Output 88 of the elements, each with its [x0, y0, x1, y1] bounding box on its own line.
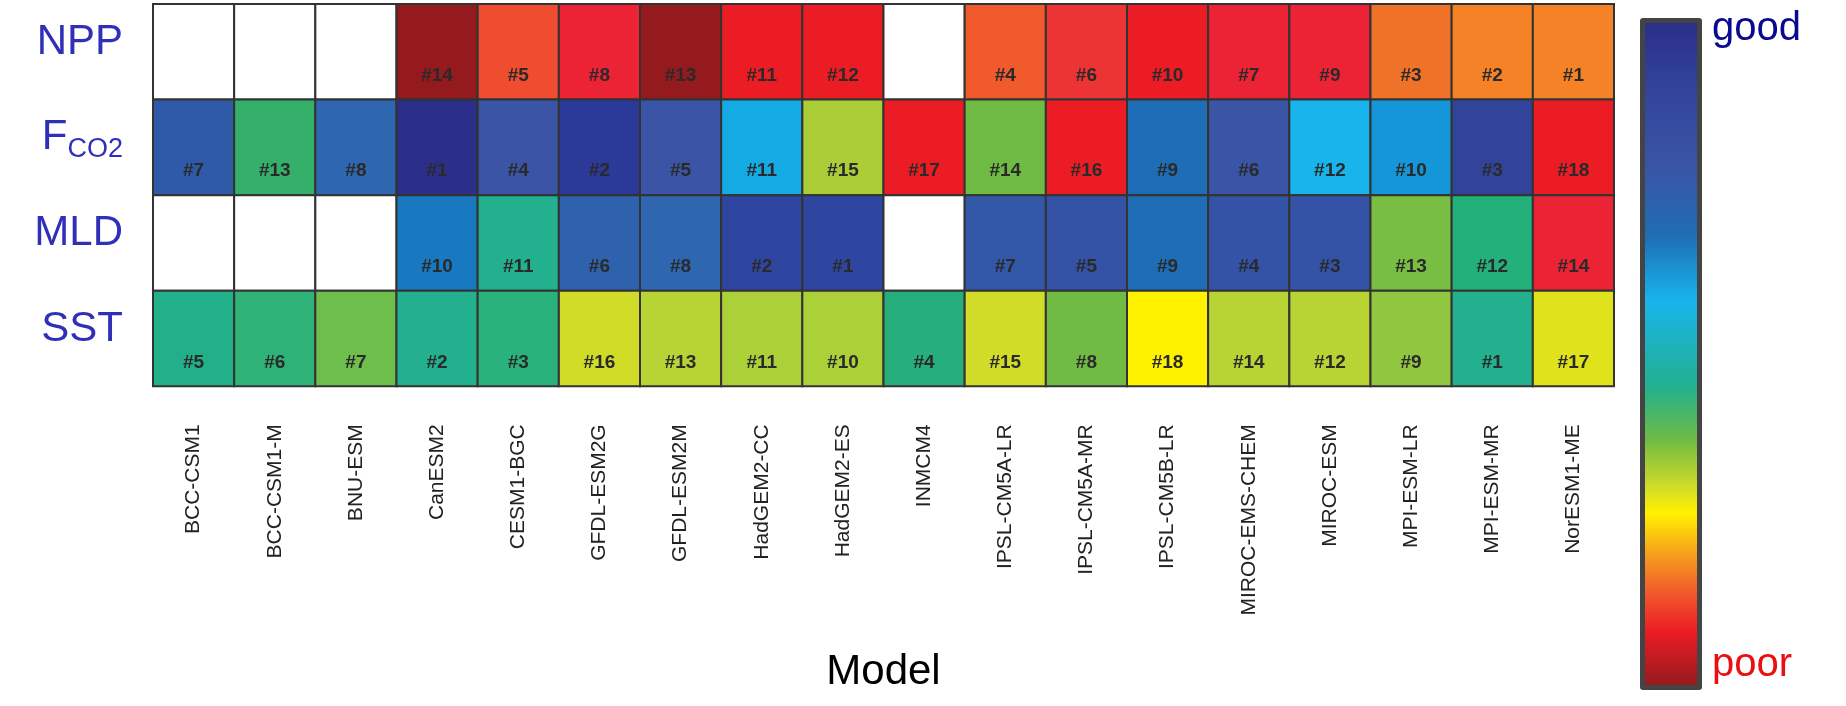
data-label: #1 — [1562, 63, 1585, 85]
data-label: #8 — [1075, 350, 1097, 372]
data-label: #3 — [507, 350, 529, 372]
data-label: #7 — [345, 350, 367, 372]
x-tick-label: BCC-CSM1 — [180, 424, 204, 534]
data-label: #6 — [1075, 63, 1097, 85]
data-label: #2 — [751, 255, 773, 277]
data-label: #9 — [1400, 350, 1422, 372]
data-label: #14 — [421, 63, 454, 85]
data-label: #7 — [1238, 63, 1260, 85]
data-label: #10 — [1151, 63, 1184, 85]
data-label: #11 — [746, 350, 778, 372]
y-tick-label: NPP — [36, 15, 123, 63]
data-label: #4 — [507, 159, 530, 181]
data-label: #12 — [1314, 159, 1346, 181]
data-label: #4 — [1238, 255, 1260, 277]
data-label: #9 — [1157, 255, 1179, 277]
y-tick-label: SST — [41, 302, 123, 350]
data-label: #9 — [1319, 63, 1341, 85]
data-label: #7 — [183, 159, 205, 181]
x-tick-label: MPI-ESM-LR — [1397, 424, 1421, 548]
data-label: #6 — [588, 255, 610, 277]
data-label: #1 — [1481, 350, 1504, 372]
x-tick-label: INMCM4 — [910, 423, 934, 508]
data-label: #14 — [989, 159, 1022, 181]
data-label: #15 — [989, 350, 1022, 372]
x-tick-label: HadGEM2-CC — [748, 424, 772, 560]
data-label: #5 — [507, 63, 530, 85]
x-tick-label: GFDL-ESM2G — [586, 424, 610, 561]
x-tick-label: NorESM1-ME — [1560, 424, 1584, 554]
data-label: #12 — [827, 63, 859, 85]
data-label: #11 — [746, 159, 778, 181]
x-tick-label: CanESM2 — [423, 424, 447, 520]
text: poor — [1712, 640, 1793, 685]
data-label: #18 — [1151, 350, 1184, 372]
data-label: #11 — [502, 255, 535, 277]
data-label: #17 — [908, 159, 940, 181]
data-label: #8 — [345, 159, 367, 181]
data-label: #15 — [827, 159, 860, 181]
data-label: #18 — [1557, 159, 1590, 181]
data-label: #4 — [913, 350, 936, 372]
data-label: #13 — [258, 159, 291, 181]
data-label: #12 — [1476, 255, 1509, 277]
x-tick-label: BCC-CSM1-M — [261, 424, 285, 559]
data-label: #10 — [1395, 159, 1427, 181]
data-label: #14 — [1557, 255, 1590, 277]
x-tick-label: MPI-ESM-MR — [1479, 424, 1503, 554]
x-axis-title: Model — [826, 646, 941, 694]
x-tick-label: MIROC-EMS-CHEM — [1235, 424, 1259, 616]
data-label: #1 — [426, 159, 449, 181]
data-label: #8 — [670, 255, 692, 277]
data-label: #4 — [994, 63, 1017, 85]
data-label: #3 — [1481, 159, 1503, 181]
data-label: #5 — [183, 350, 205, 372]
x-tick-label: HadGEM2-ES — [829, 424, 853, 558]
data-label: #9 — [1157, 159, 1179, 181]
x-tick-label: IPSL-CM5A-MR — [1073, 424, 1097, 575]
data-label: #8 — [588, 63, 610, 85]
data-label: #5 — [1075, 255, 1098, 277]
data-label: #10 — [827, 350, 859, 372]
data-label: #11 — [746, 63, 778, 85]
x-tick-label: IPSL-CM5B-LR — [1154, 424, 1178, 569]
data-label: #17 — [1557, 350, 1590, 372]
data-label: #2 — [588, 159, 610, 181]
data-label: #2 — [426, 350, 448, 372]
x-tick-label: MIROC-ESM — [1316, 424, 1340, 547]
data-label: #6 — [264, 350, 286, 372]
data-label: #2 — [1481, 63, 1503, 85]
x-tick-label: GFDL-ESM2M — [667, 424, 691, 562]
data-label: #13 — [664, 350, 697, 372]
data-label: #3 — [1319, 255, 1341, 277]
x-tick-label: IPSL-CM5A-LR — [992, 424, 1016, 569]
data-label: #1 — [832, 255, 854, 277]
data-label: #5 — [670, 159, 692, 181]
x-tick-label: BNU-ESM — [342, 424, 366, 522]
data-label: #13 — [1395, 255, 1427, 277]
y-tick-label: MLD — [34, 206, 124, 254]
data-label: #7 — [994, 255, 1016, 277]
data-label: #13 — [664, 63, 697, 85]
data-label: #10 — [421, 255, 453, 277]
data-label: #3 — [1400, 63, 1422, 85]
text: good — [1712, 4, 1801, 49]
data-label: #16 — [1070, 159, 1103, 181]
x-tick-label: CESM1-BGC — [505, 424, 529, 550]
data-label: #16 — [583, 350, 616, 372]
data-label: #6 — [1238, 159, 1260, 181]
data-label: #14 — [1232, 350, 1266, 372]
data-label: #12 — [1314, 350, 1346, 372]
